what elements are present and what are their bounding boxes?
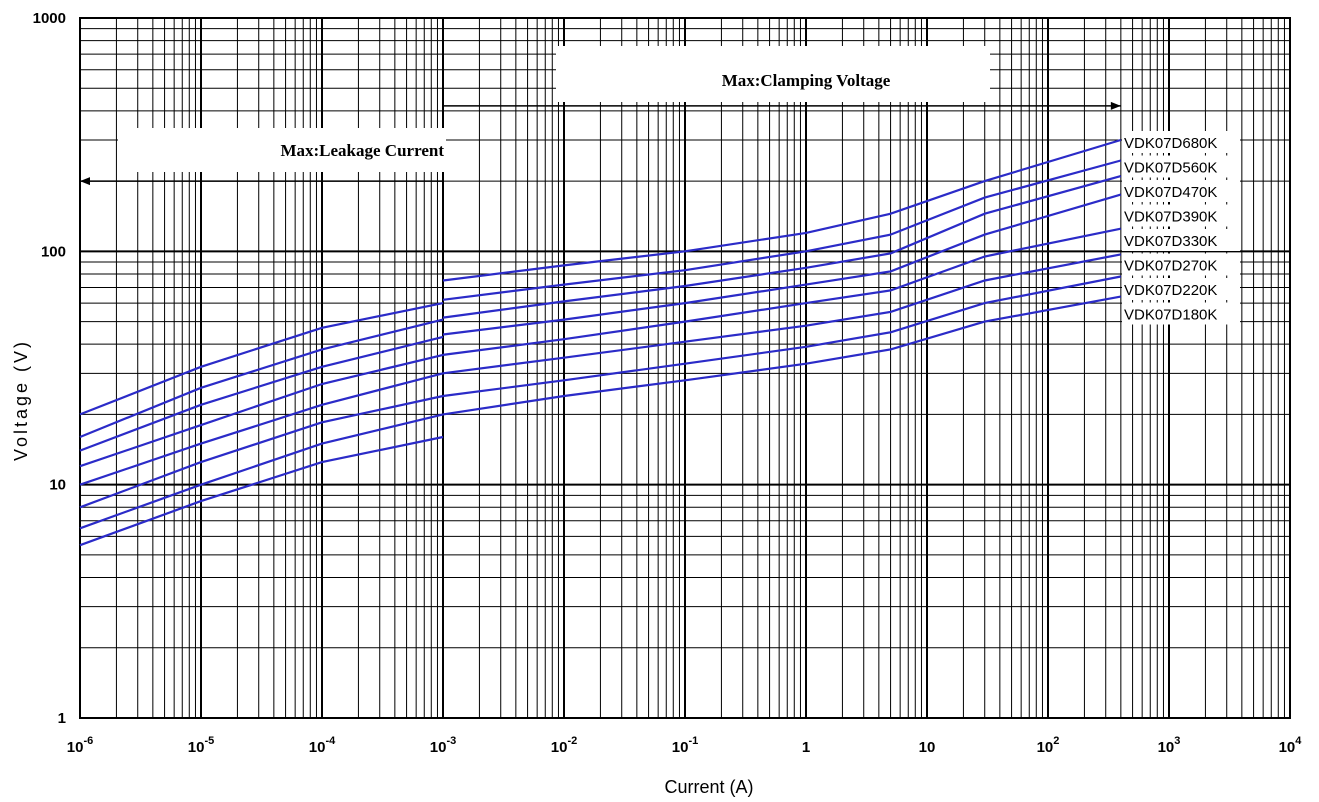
annotation-arrow-head bbox=[80, 177, 90, 186]
leakage-curve bbox=[79, 394, 444, 509]
y-tick-label: 1000 bbox=[33, 10, 66, 27]
leakage-curve bbox=[79, 302, 444, 416]
series-label-box bbox=[1122, 229, 1240, 251]
x-axis-title: Current (A) bbox=[664, 777, 753, 797]
leakage-curve bbox=[79, 372, 444, 486]
series-label-box bbox=[1122, 155, 1240, 178]
x-tick-label: 10-1 bbox=[672, 735, 698, 756]
series-label-box bbox=[1122, 253, 1240, 276]
series-label-box bbox=[1122, 131, 1240, 153]
annotation-arrow-head bbox=[1110, 101, 1121, 110]
clamping-curve bbox=[442, 227, 1122, 356]
series-label: VDK07D180K bbox=[1124, 307, 1217, 324]
clamping-curve bbox=[442, 159, 1122, 301]
annotation-box bbox=[118, 128, 446, 172]
x-tick-label: 10 bbox=[919, 739, 936, 756]
series-label: VDK07D470K bbox=[1124, 184, 1217, 201]
clamping-curve bbox=[442, 175, 1122, 319]
series-label-box bbox=[1122, 180, 1240, 202]
clamping-curve bbox=[442, 253, 1122, 375]
series-labels: VDK07D680K VDK07D560K VDK07D470K VDK07D390K… bbox=[1122, 131, 1240, 325]
series-label: VDK07D680K bbox=[1124, 135, 1217, 152]
clamping-curve bbox=[442, 138, 1122, 282]
x-tick-label: 10-2 bbox=[551, 735, 577, 756]
y-axis-title: Voltage (V) bbox=[11, 339, 31, 461]
series-label-box bbox=[1122, 302, 1240, 325]
y-tick-labels: 1 10 100 1000 bbox=[33, 10, 66, 727]
series-label: VDK07D560K bbox=[1124, 160, 1217, 177]
annotations: Max:Leakage Current Max:Clamping Voltage bbox=[80, 46, 1121, 186]
y-tick-label: 100 bbox=[41, 243, 66, 260]
leakage-curve bbox=[79, 413, 444, 530]
x-tick-label: 10-5 bbox=[188, 735, 214, 756]
x-tick-label: 10-4 bbox=[309, 735, 336, 756]
y-tick-label: 10 bbox=[49, 477, 66, 494]
clamping-curve bbox=[442, 193, 1122, 336]
series-label-box bbox=[1122, 278, 1240, 300]
leakage-curve bbox=[79, 335, 444, 452]
series-label: VDK07D220K bbox=[1124, 282, 1217, 299]
y-tick-label: 1 bbox=[58, 710, 66, 727]
x-tick-label: 1 bbox=[802, 739, 810, 756]
x-tick-labels: 10-6 10-5 10-4 10-3 10-2 10-1 1 10 102 103 104 bbox=[67, 735, 1303, 756]
series-label: VDK07D330K bbox=[1124, 233, 1217, 250]
x-tick-label: 10-6 bbox=[67, 735, 93, 756]
leakage-curve bbox=[79, 318, 444, 439]
x-tick-label: 104 bbox=[1279, 735, 1303, 756]
series-label: VDK07D390K bbox=[1124, 209, 1217, 226]
clamping-curve bbox=[442, 295, 1121, 416]
x-tick-label: 103 bbox=[1158, 735, 1181, 756]
annotation-text: Max:Clamping Voltage bbox=[722, 71, 891, 90]
series-label-box bbox=[1122, 204, 1240, 227]
leakage-curve bbox=[79, 435, 444, 547]
annotation-text: Max:Leakage Current bbox=[280, 141, 444, 160]
series-lines bbox=[79, 138, 1122, 547]
x-tick-label: 102 bbox=[1037, 735, 1060, 756]
annotation-box bbox=[556, 46, 990, 102]
clamping-curve bbox=[442, 275, 1122, 398]
series-label: VDK07D270K bbox=[1124, 258, 1217, 275]
leakage-curve bbox=[79, 353, 444, 468]
x-tick-label: 10-3 bbox=[430, 735, 456, 756]
